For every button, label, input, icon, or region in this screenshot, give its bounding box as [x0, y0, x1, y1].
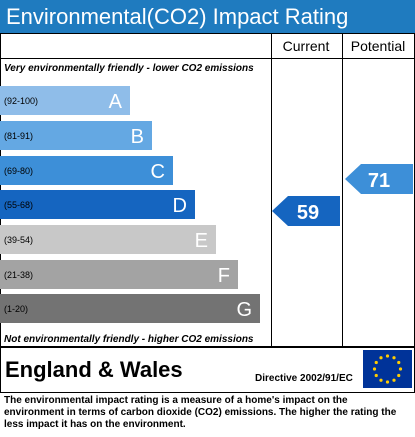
band-range: (21-38) — [4, 270, 33, 280]
region: England & Wales — [5, 357, 183, 382]
band-bar — [0, 156, 173, 185]
band-bar — [0, 294, 260, 323]
band-bar — [0, 121, 152, 150]
band-bar — [0, 190, 195, 219]
potential-rating: 71 — [368, 170, 390, 192]
band-range: (55-68) — [4, 200, 33, 210]
band-range: (1-20) — [4, 304, 28, 314]
directive: Directive 2002/91/EC — [255, 373, 353, 384]
bottom-note: Not environmentally friendly - higher CO… — [4, 334, 254, 345]
band-letter: F — [218, 265, 230, 287]
band-range: (69-80) — [4, 166, 33, 176]
current-arrow — [272, 196, 340, 226]
band-letter: E — [195, 230, 208, 252]
band-bar — [0, 86, 130, 115]
eu-star — [374, 360, 378, 365]
title-bar — [0, 0, 415, 33]
band-bar — [0, 225, 216, 254]
band-letter: G — [236, 299, 252, 321]
eu-stars — [372, 354, 403, 384]
eu-star — [379, 378, 383, 382]
title: Environmental(CO2) Impact Rating — [6, 4, 348, 29]
column-header: Potential — [351, 38, 405, 54]
top-note: Very environmentally friendly - lower CO… — [4, 63, 254, 74]
band-range: (81-91) — [4, 131, 33, 141]
band-bar — [0, 260, 238, 289]
eu-star — [392, 378, 396, 382]
band-range: (39-54) — [4, 235, 33, 245]
eu-star — [397, 360, 401, 365]
rating-chart: Environmental(CO2) Impact Rating Current… — [0, 0, 415, 393]
eu-star — [385, 380, 390, 384]
eu-star — [379, 356, 383, 360]
band-letter: A — [109, 91, 123, 113]
band-letter: B — [131, 126, 144, 148]
eu-star — [392, 356, 396, 360]
band-letter: D — [173, 195, 187, 217]
eu-star — [398, 367, 403, 371]
eu-star — [385, 354, 390, 358]
column-header: Current — [283, 38, 330, 54]
current-rating: 59 — [297, 202, 319, 224]
eu-star — [372, 367, 377, 371]
band-letter: C — [151, 161, 165, 183]
potential-arrow — [345, 164, 413, 194]
eu-star — [374, 373, 378, 378]
eu-star — [397, 373, 401, 378]
description: The environmental impact rating is a mea… — [4, 395, 397, 430]
band-range: (92-100) — [4, 96, 38, 106]
